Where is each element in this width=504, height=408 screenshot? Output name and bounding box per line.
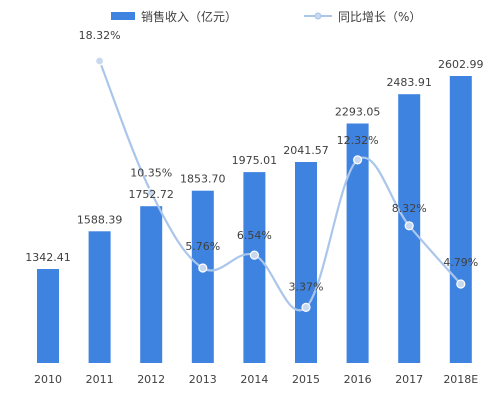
line-value-label-2011: 18.32%: [79, 29, 121, 42]
legend: 销售收入（亿元） 同比增长（%）: [111, 9, 421, 24]
line-layer: [94, 56, 466, 312]
line-marker-2014: [249, 250, 259, 260]
line-labels-layer: 18.32% 10.35% 5.76% 6.54% 3.37% 12.32% 8.32% 4.…: [79, 29, 479, 293]
line-marker-2011: [94, 56, 105, 66]
x-tick-label-2010: 2010: [34, 373, 62, 386]
legend-line-marker: [314, 12, 322, 20]
x-tick-label-2015: 2015: [292, 373, 320, 386]
line-value-label-2017: 8.32%: [392, 202, 427, 215]
line-value-label-2015: 3.37%: [289, 280, 324, 293]
bar-value-label-2015: 2041.57: [283, 144, 329, 157]
bar-2012: [140, 206, 163, 363]
bar-value-label-2010: 1342.41: [25, 251, 71, 264]
line-value-label-2012: 10.35%: [130, 166, 172, 179]
bar-2010: [37, 269, 59, 363]
bar-2011: [88, 231, 111, 363]
bar-value-label-2016: 2293.05: [335, 106, 381, 119]
bar-value-label-2014: 1975.01: [232, 154, 278, 167]
line-marker-2015: [301, 302, 311, 312]
bar-value-label-2013: 1853.70: [180, 173, 226, 186]
bar-value-label-2017: 2483.91: [386, 76, 432, 89]
bar-2013: [191, 190, 214, 363]
bar-2018E: [449, 76, 472, 363]
bar-value-label-2011: 1588.39: [77, 213, 123, 226]
line-marker-2016: [353, 155, 363, 165]
x-tick-label-2016: 2016: [344, 373, 372, 386]
bar-2016: [346, 123, 369, 363]
x-axis-ticks: 2010 2011 2012 2013 2014 2015 2016 2017 2018E: [34, 373, 478, 386]
line-value-label-2016: 12.32%: [337, 134, 379, 147]
x-tick-label-2012: 2012: [137, 373, 165, 386]
x-tick-label-2013: 2013: [189, 373, 217, 386]
bar-2015: [295, 162, 317, 363]
line-marker-2013: [198, 263, 208, 273]
legend-line-label: 同比增长（%）: [338, 10, 421, 24]
line-marker-2017: [404, 221, 414, 231]
x-tick-label-2018E: 2018E: [443, 373, 478, 386]
line-marker-2012: [146, 187, 156, 197]
x-tick-label-2014: 2014: [240, 373, 268, 386]
bar-2014: [243, 172, 266, 363]
line-marker-2018E: [456, 279, 466, 289]
line-value-label-2014: 6.54%: [237, 229, 272, 242]
line-value-label-2018E: 4.79%: [443, 256, 478, 269]
legend-bar-swatch: [111, 12, 135, 20]
line-value-label-2013: 5.76%: [185, 240, 220, 253]
bar-labels-layer: 1342.41 1588.39 1752.72 1853.70 1975.01 2041.…: [25, 58, 483, 264]
legend-bar-label: 销售收入（亿元）: [141, 9, 237, 24]
x-tick-label-2011: 2011: [86, 373, 114, 386]
bar-value-label-2012: 1752.72: [128, 188, 174, 201]
bar-value-label-2018E: 2602.99: [438, 58, 484, 71]
x-tick-label-2017: 2017: [395, 373, 423, 386]
